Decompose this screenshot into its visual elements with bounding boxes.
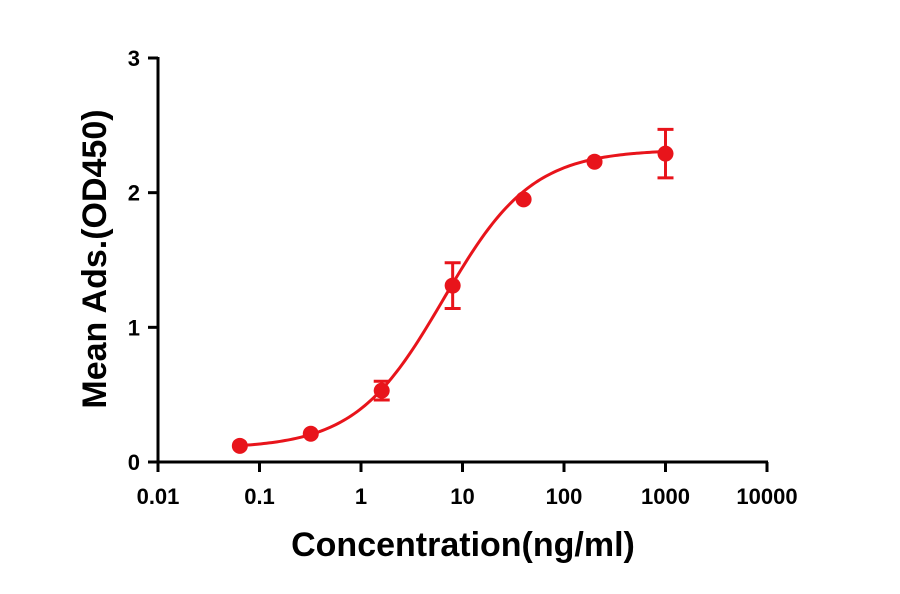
x-axis-ticks: 0.01 0.1 1 10 100 1000 10000 <box>137 462 798 509</box>
data-point <box>302 425 319 442</box>
data-point <box>444 277 461 294</box>
x-tick-label: 10000 <box>736 484 797 509</box>
data-point <box>657 145 674 162</box>
data-points <box>231 145 674 454</box>
data-point <box>373 382 390 399</box>
y-axis-ticks: 0 1 2 3 <box>128 46 158 475</box>
x-tick-label: 1000 <box>641 484 690 509</box>
y-tick-label: 3 <box>128 46 140 71</box>
x-tick-label: 100 <box>546 484 583 509</box>
y-tick-label: 1 <box>128 315 140 340</box>
error-bars <box>373 127 674 402</box>
data-point <box>515 191 532 208</box>
y-tick-label: 2 <box>128 181 140 206</box>
x-tick-label: 1 <box>355 484 367 509</box>
axes <box>156 57 768 464</box>
x-tick-label: 10 <box>450 484 474 509</box>
y-axis-title: Mean Ads.(OD450) <box>76 109 114 408</box>
y-tick-label: 0 <box>128 450 140 475</box>
x-axis-title: Concentration(ng/ml) <box>291 526 635 564</box>
x-tick-label: 0.1 <box>244 484 275 509</box>
data-point <box>231 437 248 454</box>
data-point <box>586 153 603 170</box>
x-tick-label: 0.01 <box>137 484 180 509</box>
